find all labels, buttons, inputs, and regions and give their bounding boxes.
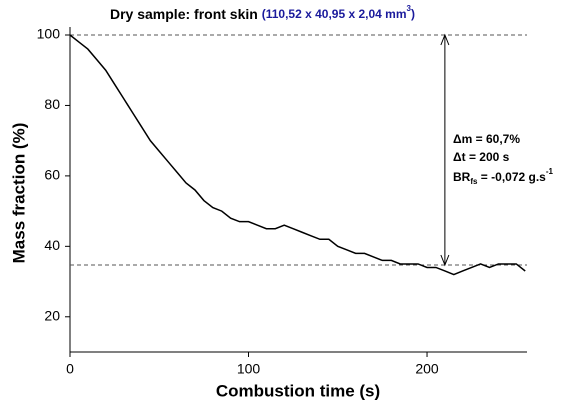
- y-tick-label: 20: [44, 307, 60, 323]
- y-tick-label: 100: [37, 26, 61, 42]
- annotation: BRfs = -0,072 g.s-1: [453, 167, 554, 186]
- y-tick-label: 80: [44, 96, 60, 112]
- annotation: Δm = 60,7%: [453, 132, 520, 146]
- y-axis-label: Mass fraction (%): [9, 123, 28, 264]
- chart-title: Dry sample: front skin (110,52 x 40,95 x…: [110, 4, 415, 22]
- annotation: Δt = 200 s: [453, 150, 510, 164]
- x-axis-label: Combustion time (s): [216, 381, 380, 400]
- x-tick-label: 0: [66, 361, 74, 377]
- arrow-head: [440, 33, 450, 46]
- y-tick-label: 40: [44, 237, 60, 253]
- data-line: [69, 34, 526, 276]
- arrow-head: [440, 254, 450, 267]
- x-tick-label: 100: [237, 361, 261, 377]
- x-tick-label: 200: [415, 361, 439, 377]
- y-tick-label: 60: [44, 167, 60, 183]
